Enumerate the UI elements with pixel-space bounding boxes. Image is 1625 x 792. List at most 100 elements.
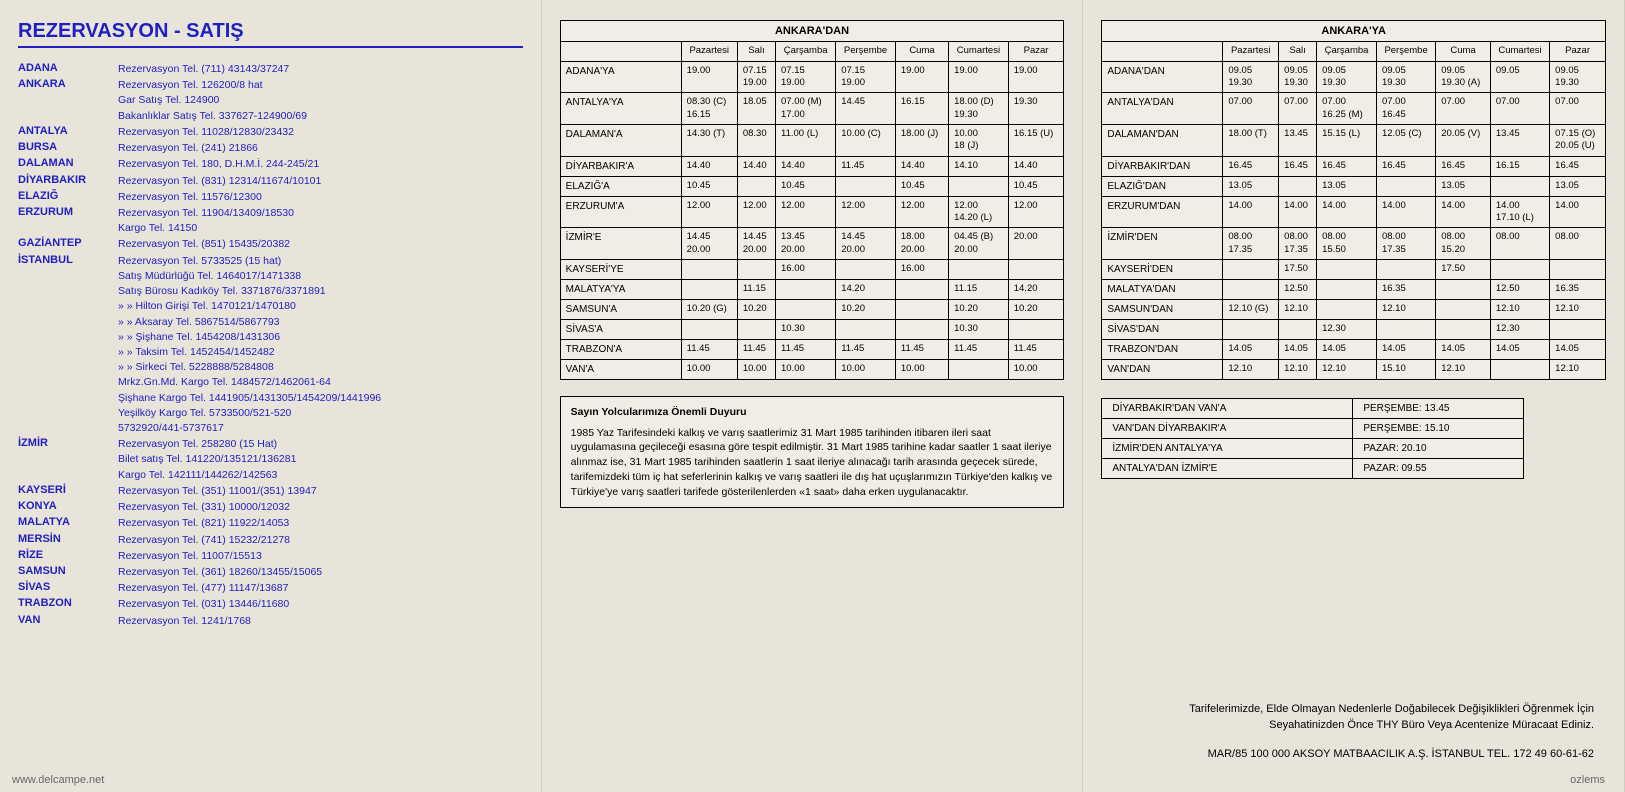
- destination: TRABZON'DAN: [1102, 340, 1223, 360]
- city-name: KONYA: [18, 500, 118, 512]
- time-cell: [737, 260, 775, 280]
- time-cell: 19.00: [949, 61, 1009, 93]
- time-cell: [949, 176, 1009, 196]
- reservation-row: SAMSUNRezervasyon Tel. (361) 18260/13455…: [18, 565, 523, 580]
- time-cell: 08.0015.20: [1436, 228, 1491, 260]
- time-cell: 11.45: [836, 156, 896, 176]
- time-cell: 10.0018 (J): [949, 125, 1009, 157]
- time-cell: [1008, 320, 1064, 340]
- time-cell: 13.45: [1279, 125, 1317, 157]
- time-cell: 11.45: [949, 340, 1009, 360]
- time-cell: 13.05: [1317, 176, 1377, 196]
- table-row: ADANA'YA19.0007.1519.0007.1519.0007.1519…: [560, 61, 1064, 93]
- time-cell: 19.30: [1008, 93, 1064, 125]
- time-cell: 13.05: [1436, 176, 1491, 196]
- time-cell: [1376, 260, 1435, 280]
- time-cell: [776, 280, 836, 300]
- time-cell: 07.00: [1436, 93, 1491, 125]
- time-cell: 12.10 (G): [1223, 300, 1279, 320]
- time-cell: 12.30: [1317, 320, 1377, 340]
- time-cell: 10.00 (C): [836, 125, 896, 157]
- city-name: RİZE: [18, 549, 118, 561]
- col-day: Salı: [1279, 42, 1317, 61]
- extra-time: PAZAR: 20.10: [1353, 439, 1524, 459]
- city-name: TRABZON: [18, 597, 118, 609]
- reservation-row: ANTALYARezervasyon Tel. 11028/12830/2343…: [18, 125, 523, 140]
- time-cell: 14.0017.10 (L): [1490, 196, 1549, 228]
- time-cell: 10.20: [1008, 300, 1064, 320]
- destination: MALATYA'DAN: [1102, 280, 1223, 300]
- city-info: Rezervasyon Tel. (241) 21866: [118, 141, 498, 156]
- time-cell: 14.00: [1376, 196, 1435, 228]
- extra-row: VAN'DAN DİYARBAKIR'APERŞEMBE: 15.10: [1102, 419, 1524, 439]
- time-cell: 08.00: [1550, 228, 1606, 260]
- destination: KAYSERİ'YE: [560, 260, 681, 280]
- city-info: Rezervasyon Tel. 126200/8 hatGar Satış T…: [118, 78, 498, 124]
- city-name: DALAMAN: [18, 157, 118, 169]
- destination: ELAZIĞ'A: [560, 176, 681, 196]
- time-cell: 16.15: [1490, 156, 1549, 176]
- col-day: Cuma: [895, 42, 948, 61]
- city-info: Rezervasyon Tel. 180, D.H.M.İ. 244-245/2…: [118, 157, 498, 172]
- city-info: Rezervasyon Tel. (331) 10000/12032: [118, 500, 498, 515]
- destination: DALAMAN'DAN: [1102, 125, 1223, 157]
- city-info: Rezervasyon Tel. 1241/1768: [118, 614, 498, 629]
- time-cell: 07.00: [1490, 93, 1549, 125]
- table-row: VAN'A10.0010.0010.0010.0010.0010.00: [560, 360, 1064, 380]
- time-cell: [1490, 176, 1549, 196]
- time-cell: [836, 260, 896, 280]
- city-name: İZMİR: [18, 437, 118, 449]
- table-row: ERZURUM'DAN14.0014.0014.0014.0014.0014.0…: [1102, 196, 1606, 228]
- time-cell: 14.4520.00: [681, 228, 737, 260]
- extra-route: ANTALYA'DAN İZMİR'E: [1102, 459, 1353, 479]
- time-cell: 12.00: [1008, 196, 1064, 228]
- table-row: DALAMAN'DAN18.00 (T)13.4515.15 (L)12.05 …: [1102, 125, 1606, 157]
- time-cell: 16.45: [1436, 156, 1491, 176]
- time-cell: 14.30 (T): [681, 125, 737, 157]
- extra-time: PERŞEMBE: 15.10: [1353, 419, 1524, 439]
- time-cell: 10.00: [895, 360, 948, 380]
- time-cell: 15.10: [1376, 360, 1435, 380]
- table-row: KAYSERİ'YE16.0016.00: [560, 260, 1064, 280]
- time-cell: [1317, 260, 1377, 280]
- time-cell: 12.30: [1490, 320, 1549, 340]
- time-cell: 14.40: [895, 156, 948, 176]
- table-row: İZMİR'E14.4520.0014.4520.0013.4520.0014.…: [560, 228, 1064, 260]
- time-cell: 13.05: [1550, 176, 1606, 196]
- reservation-list: ADANARezervasyon Tel. (711) 43143/37247A…: [18, 62, 523, 629]
- col-day: Çarşamba: [1317, 42, 1377, 61]
- reservation-row: ERZURUMRezervasyon Tel. 11904/13409/1853…: [18, 206, 523, 236]
- time-cell: 18.00 (T): [1223, 125, 1279, 157]
- city-name: SİVAS: [18, 581, 118, 593]
- table-row: DİYARBAKIR'A14.4014.4014.4011.4514.4014.…: [560, 156, 1064, 176]
- time-cell: 19.00: [1008, 61, 1064, 93]
- time-cell: [1436, 320, 1491, 340]
- time-cell: 18.00 (J): [895, 125, 948, 157]
- time-cell: 14.05: [1436, 340, 1491, 360]
- time-cell: [1376, 320, 1435, 340]
- time-cell: 07.00: [1223, 93, 1279, 125]
- time-cell: 12.0014.20 (L): [949, 196, 1009, 228]
- table-title: ANKARA'DAN: [560, 21, 1064, 42]
- col-day: Çarşamba: [776, 42, 836, 61]
- table-row: SAMSUN'A10.20 (G)10.2010.2010.2010.20: [560, 300, 1064, 320]
- time-cell: 07.00 (M)17.00: [776, 93, 836, 125]
- time-cell: 16.00: [776, 260, 836, 280]
- time-cell: [949, 260, 1009, 280]
- reservation-row: İSTANBULRezervasyon Tel. 5733525 (15 hat…: [18, 254, 523, 437]
- city-info: Rezervasyon Tel. (351) 11001/(351) 13947: [118, 484, 498, 499]
- reservation-row: SİVASRezervasyon Tel. (477) 11147/13687: [18, 581, 523, 596]
- time-cell: 16.15 (U): [1008, 125, 1064, 157]
- time-cell: 07.1519.00: [737, 61, 775, 93]
- city-info: Rezervasyon Tel. (361) 18260/13455/15065: [118, 565, 498, 580]
- time-cell: 08.0017.35: [1376, 228, 1435, 260]
- time-cell: 19.00: [895, 61, 948, 93]
- time-cell: 07.00: [1279, 93, 1317, 125]
- time-cell: [1223, 260, 1279, 280]
- time-cell: [681, 260, 737, 280]
- time-cell: 14.40: [681, 156, 737, 176]
- col-day: Perşembe: [836, 42, 896, 61]
- time-cell: [949, 360, 1009, 380]
- table-ankara-to: ANKARA'YAPazartesiSalıÇarşambaPerşembeCu…: [1101, 20, 1606, 380]
- time-cell: 11.00 (L): [776, 125, 836, 157]
